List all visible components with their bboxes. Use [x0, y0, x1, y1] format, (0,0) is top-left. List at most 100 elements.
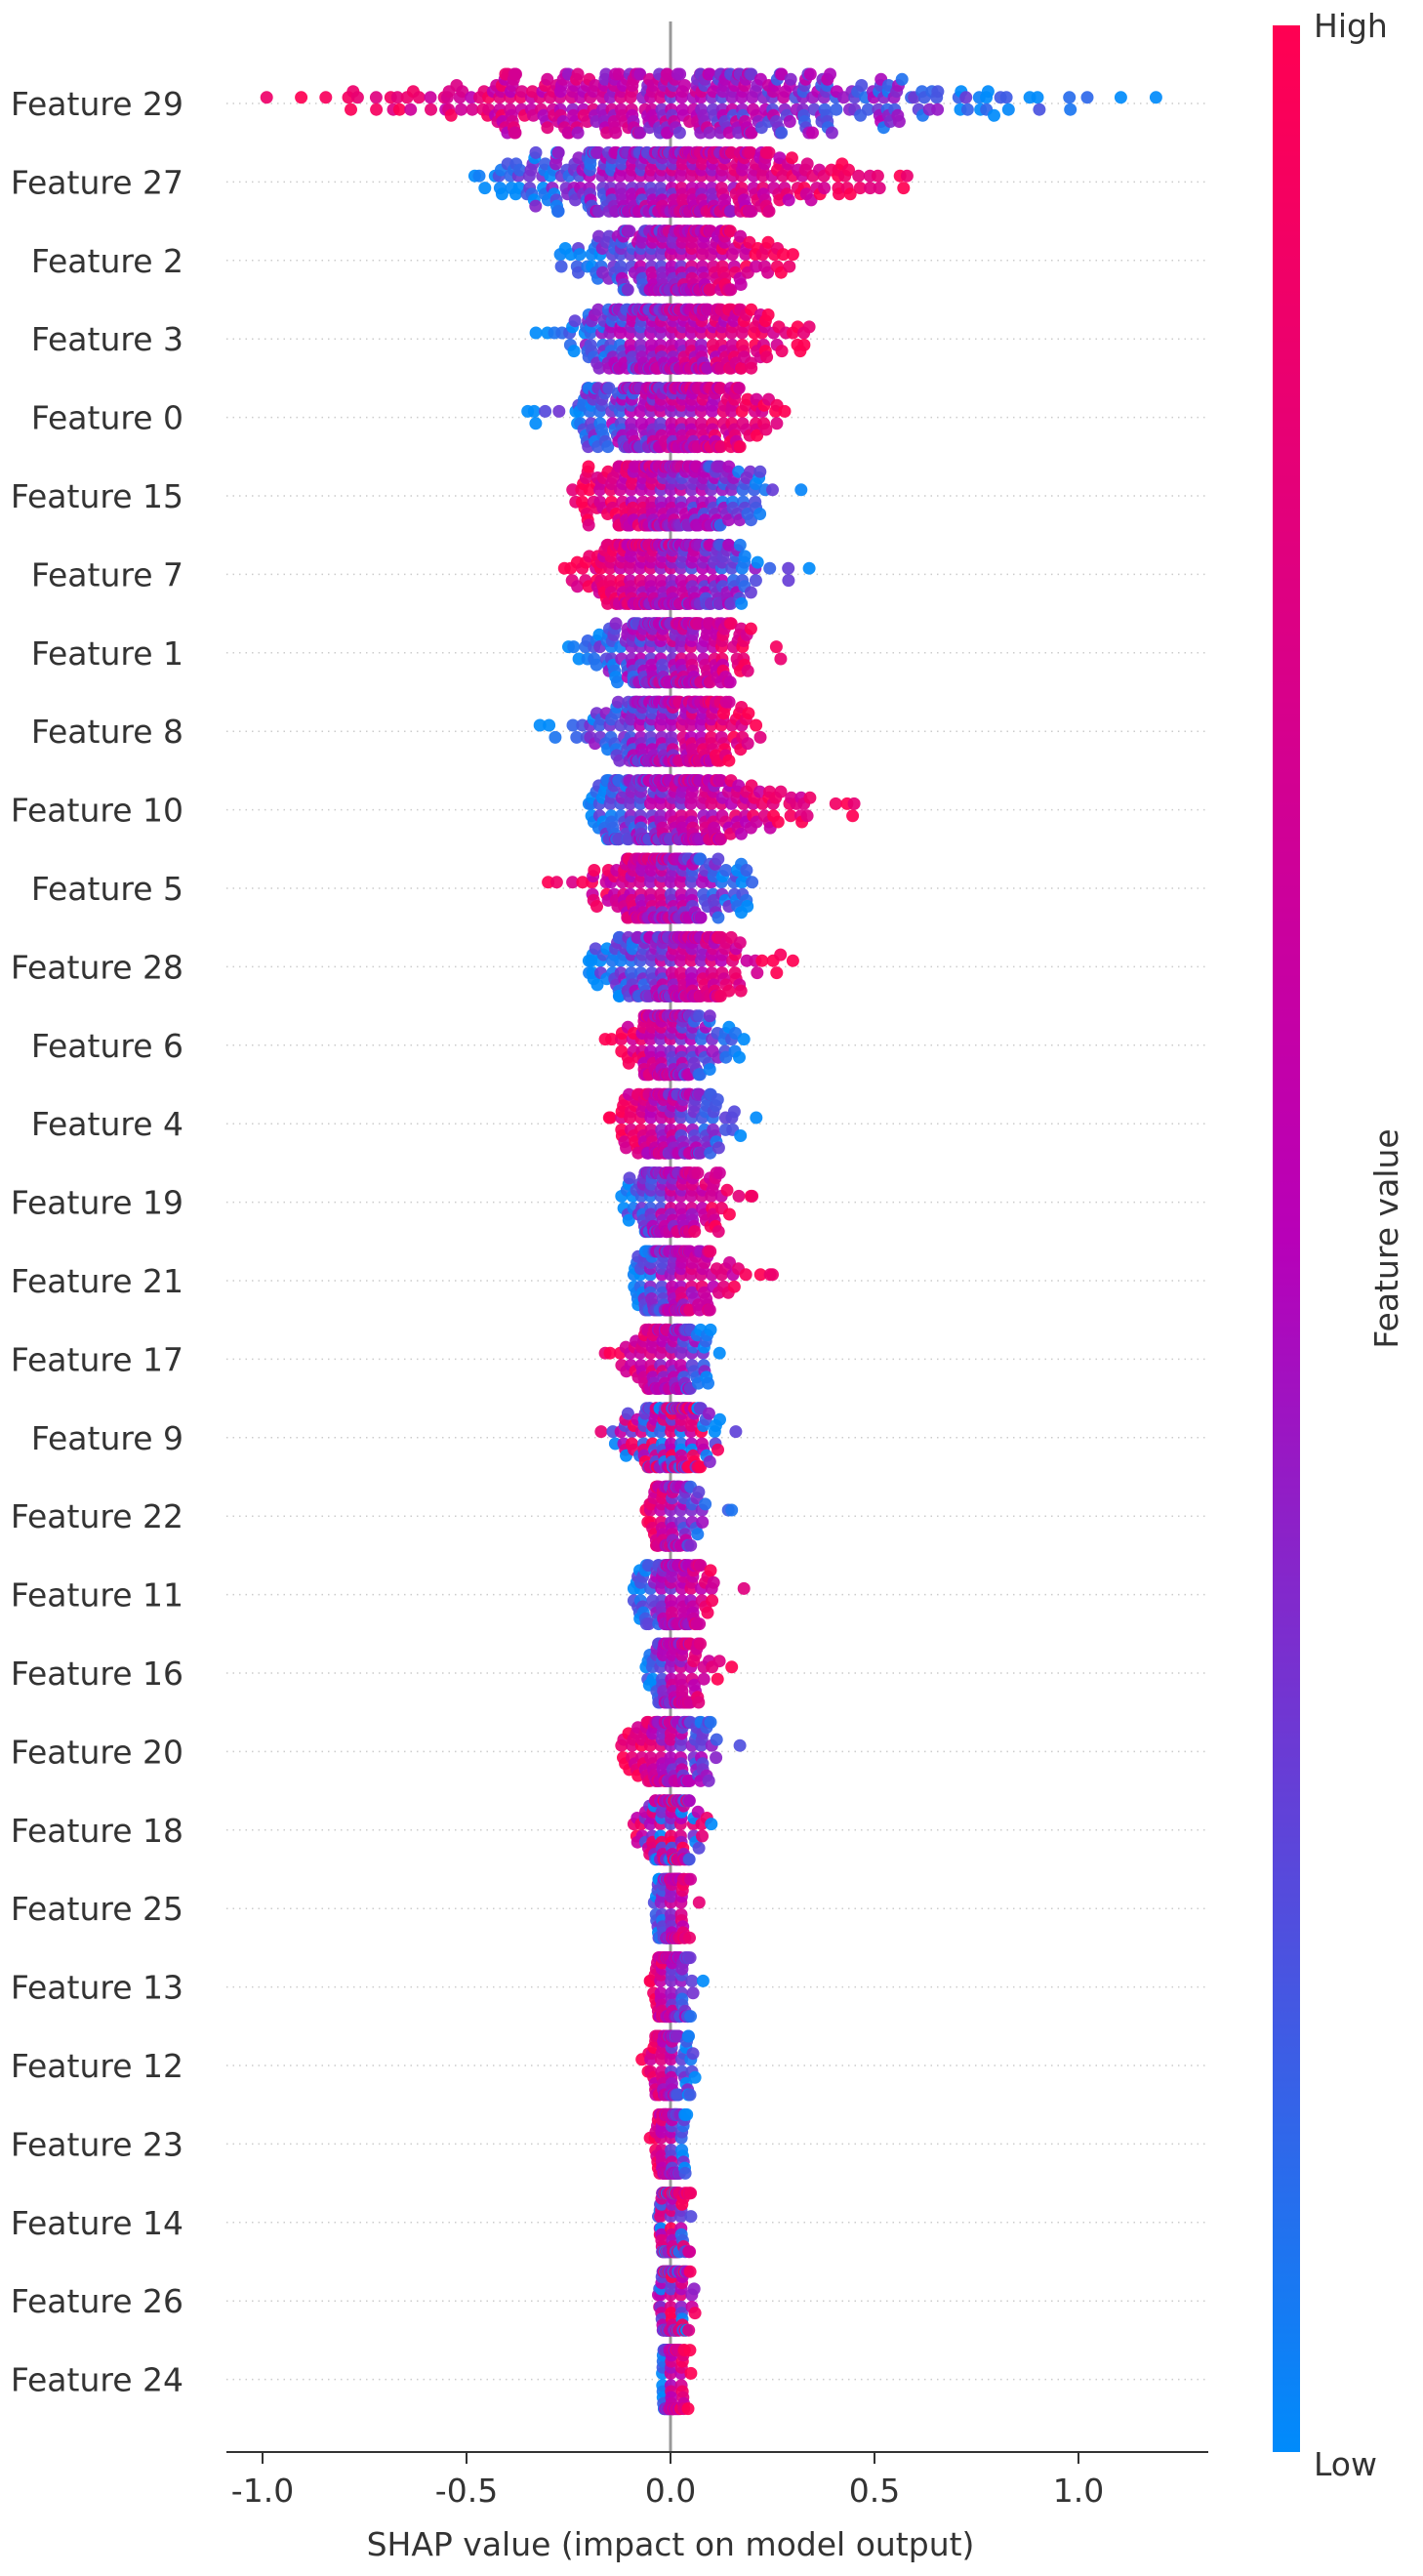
shap-point: [552, 205, 565, 218]
shap-point: [763, 562, 776, 575]
shap-point: [692, 1486, 705, 1498]
shap-point: [705, 1564, 717, 1576]
shap-point: [931, 103, 944, 116]
shap-point: [530, 146, 543, 159]
shap-point: [988, 109, 1000, 122]
shap-point: [568, 345, 581, 357]
shap-point: [803, 792, 816, 804]
shap-point: [509, 68, 522, 81]
shap-point: [583, 519, 595, 532]
shap-point: [754, 731, 767, 744]
shap-point: [774, 653, 787, 666]
shap-point: [413, 91, 426, 103]
shap-point: [733, 1190, 746, 1203]
shap-point: [704, 1009, 716, 1022]
shap-point: [750, 574, 762, 587]
shap-point: [770, 640, 783, 653]
shap-point: [852, 170, 865, 183]
shap-point: [755, 955, 768, 967]
shap-point: [745, 623, 757, 635]
shap-point: [609, 127, 622, 140]
shap-point: [803, 562, 816, 575]
shap-point: [539, 405, 551, 418]
shap-point: [1033, 103, 1045, 116]
shap-point: [473, 170, 486, 183]
shap-point: [846, 809, 859, 822]
shap-point: [683, 1794, 696, 1807]
shap-point: [734, 440, 747, 453]
shap-point: [830, 797, 842, 810]
shap-point: [735, 597, 748, 610]
shap-point: [550, 876, 563, 888]
shap-point: [1000, 91, 1013, 103]
shap-point: [818, 182, 831, 194]
shap-point: [733, 1051, 746, 1064]
shap-point: [708, 1576, 720, 1589]
shap-point: [261, 91, 273, 103]
shap-point: [723, 1208, 736, 1221]
shap-point: [742, 707, 754, 719]
shap-point: [723, 696, 736, 709]
shap-point: [783, 261, 795, 273]
shap-point: [872, 170, 884, 183]
shap-point: [776, 345, 789, 357]
shap-point: [1032, 91, 1044, 103]
shap-point: [774, 949, 787, 961]
shap-point: [728, 1281, 741, 1293]
shap-point: [893, 115, 906, 128]
shap-point: [1150, 91, 1162, 103]
shap-point: [604, 1112, 617, 1124]
shap-point: [543, 719, 555, 732]
shap-point: [705, 1324, 717, 1336]
shap-point: [345, 103, 357, 116]
shap-point: [691, 1528, 704, 1540]
shap-point: [530, 327, 543, 340]
shap-point: [824, 68, 836, 81]
shap-point: [901, 170, 914, 183]
shap-point: [721, 1184, 734, 1197]
shap-point: [622, 283, 634, 296]
shap-point: [541, 121, 553, 134]
shap-point: [712, 853, 724, 866]
shap-point: [713, 1413, 726, 1426]
shap-point: [478, 182, 491, 194]
shap-point: [1002, 103, 1015, 116]
shap-point: [782, 562, 794, 575]
shap-point: [746, 1190, 758, 1203]
shap-point: [787, 248, 799, 261]
shap-point: [745, 362, 757, 375]
shap-point: [752, 556, 764, 569]
shap-point: [295, 91, 307, 103]
shap-point: [753, 466, 766, 478]
shap-point: [590, 900, 603, 913]
shap-point: [739, 550, 752, 562]
shap-point: [567, 640, 580, 653]
shap-point: [797, 339, 810, 351]
shap-point: [572, 127, 585, 140]
shap-point: [762, 308, 775, 321]
shap-point: [694, 1638, 707, 1651]
shap-point: [425, 103, 437, 116]
shap-point: [693, 1617, 706, 1630]
shap-point: [794, 483, 807, 496]
shap-point: [738, 1582, 751, 1595]
shap-point: [706, 1594, 718, 1607]
shap-point: [702, 1377, 714, 1390]
shap-point: [528, 405, 541, 418]
shap-point: [673, 68, 686, 81]
shap-point: [740, 864, 752, 877]
shap-point: [746, 876, 758, 888]
shap-point: [370, 103, 383, 116]
shap-point: [393, 103, 406, 116]
shap-point: [712, 912, 724, 924]
shap-point: [713, 1655, 726, 1667]
shap-point: [745, 586, 757, 598]
shap-point: [712, 1444, 724, 1456]
shap-point: [804, 68, 817, 81]
shap-point: [741, 900, 753, 913]
shap-point: [775, 127, 788, 140]
shap-point: [786, 151, 798, 164]
shap-point: [712, 1093, 724, 1106]
shap-point: [699, 1497, 712, 1510]
